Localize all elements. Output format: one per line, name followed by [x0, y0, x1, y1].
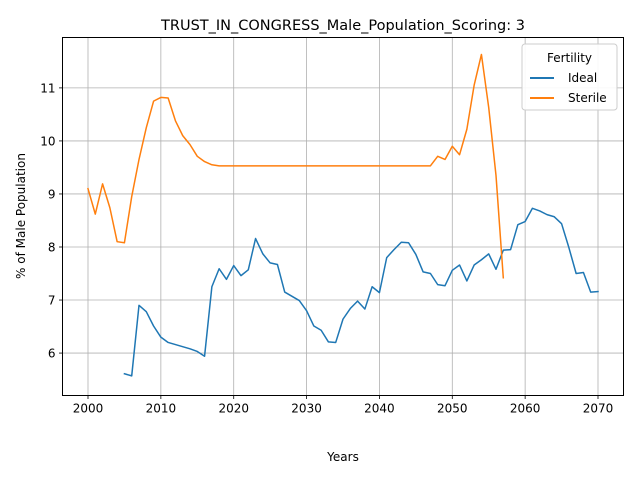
- plot-frame: [62, 37, 624, 396]
- y-tick-label: 8: [48, 240, 56, 254]
- legend-label-ideal: Ideal: [568, 71, 597, 85]
- x-tick-label: 2060: [510, 402, 541, 416]
- x-tick-label: 2030: [291, 402, 322, 416]
- legend: Fertility Ideal Sterile: [521, 43, 618, 111]
- x-tick-label: 2020: [218, 402, 249, 416]
- chart-title: TRUST_IN_CONGRESS_Male_Population_Scorin…: [160, 18, 525, 34]
- x-tick-label: 2010: [146, 402, 177, 416]
- series-line-sterile: [87, 53, 505, 279]
- series-layer: [87, 53, 599, 377]
- legend-box: [521, 43, 618, 111]
- x-axis-ticks: 2000 2010 2020 2030 2040 2050 2060 2070: [73, 395, 614, 416]
- y-tick-label: 10: [40, 134, 55, 148]
- y-tick-label: 11: [40, 81, 55, 95]
- legend-label-sterile: Sterile: [568, 91, 607, 105]
- y-tick-label: 7: [48, 294, 56, 308]
- series-line-ideal: [123, 207, 599, 377]
- legend-title: Fertility: [547, 51, 592, 65]
- y-tick-label: 6: [48, 347, 56, 361]
- y-tick-label: 9: [48, 187, 56, 201]
- x-tick-label: 2000: [73, 402, 104, 416]
- x-tick-label: 2070: [583, 402, 614, 416]
- y-axis-label: % of Male Population: [14, 153, 28, 279]
- x-tick-label: 2040: [364, 402, 395, 416]
- y-axis-ticks: 6 7 8 9 10 11: [40, 81, 63, 361]
- x-axis-label: Years: [326, 450, 359, 464]
- x-tick-label: 2050: [437, 402, 468, 416]
